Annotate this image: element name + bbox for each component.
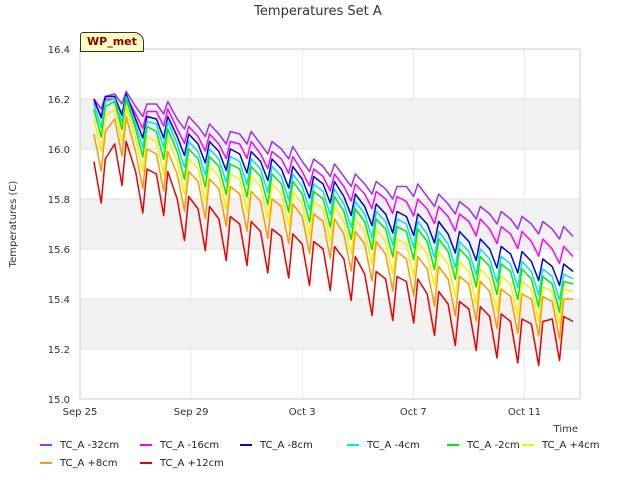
- legend-label: TC_A +12cm: [160, 457, 224, 469]
- legend-swatch: [522, 444, 534, 446]
- legend-swatch: [447, 444, 459, 446]
- y-tick-label: 16.0: [48, 145, 70, 156]
- legend-swatch: [40, 444, 52, 446]
- y-tick-label: 16.4: [48, 45, 70, 56]
- legend-item: TC_A +4cm: [522, 436, 600, 454]
- legend-item: TC_A -8cm: [240, 436, 313, 454]
- legend-swatch: [40, 462, 52, 464]
- legend-swatch: [140, 444, 152, 446]
- x-axis-ticks: Sep 25 Sep 29 Oct 3 Oct 7 Oct 11: [63, 407, 541, 418]
- station-badge: WP_met: [80, 32, 144, 52]
- y-tick-label: 15.6: [48, 245, 70, 256]
- x-tick-label: Sep 25: [63, 407, 98, 418]
- legend-item: TC_A -2cm: [447, 436, 520, 454]
- x-tick-label: Oct 7: [400, 407, 427, 418]
- series-line-4: [93, 95, 574, 301]
- x-tick-label: Oct 3: [289, 407, 316, 418]
- chart-legend: TC_A -32cm TC_A -16cm TC_A -8cm TC_A -4cm TC…: [40, 436, 630, 472]
- series-line-8: [93, 140, 574, 367]
- series-line-3: [93, 93, 574, 287]
- y-tick-label: 15.2: [48, 345, 70, 356]
- legend-swatch: [240, 444, 252, 446]
- legend-label: TC_A -16cm: [160, 439, 220, 451]
- series-line-5: [93, 98, 574, 313]
- series-line-6: [93, 105, 574, 325]
- y-tick-label: 16.2: [48, 95, 70, 106]
- y-tick-label: 15.0: [48, 395, 70, 406]
- legend-item: TC_A -16cm: [140, 436, 219, 454]
- legend-label: TC_A -4cm: [367, 439, 420, 451]
- legend-label: TC_A +4cm: [542, 439, 600, 451]
- legend-label: TC_A -32cm: [60, 439, 120, 451]
- chart-title: Temperatures Set A: [253, 4, 382, 19]
- series-line-2: [93, 95, 574, 265]
- x-axis-label: Time: [553, 424, 578, 435]
- legend-item: TC_A -4cm: [347, 436, 420, 454]
- legend-label: TC_A +8cm: [60, 457, 118, 469]
- legend-swatch: [140, 462, 152, 464]
- y-axis-label: Temperatures (C): [8, 181, 19, 269]
- y-tick-label: 15.8: [48, 195, 70, 206]
- x-tick-label: Sep 29: [174, 407, 209, 418]
- legend-row: TC_A -32cm TC_A -16cm TC_A -8cm TC_A -4cm TC…: [40, 436, 630, 454]
- plot-area: [79, 48, 581, 400]
- legend-row: TC_A +8cm TC_A +12cm: [40, 454, 630, 472]
- x-tick-label: Oct 11: [508, 407, 541, 418]
- legend-item: TC_A -32cm: [40, 436, 119, 454]
- legend-swatch: [347, 444, 359, 446]
- y-tick-label: 15.4: [48, 295, 70, 306]
- legend-label: TC_A -2cm: [467, 439, 520, 451]
- legend-label: TC_A -8cm: [260, 439, 313, 451]
- series-line-7: [93, 115, 574, 340]
- series-lines: [93, 90, 574, 367]
- series-line-1: [93, 90, 574, 240]
- legend-item: TC_A +12cm: [140, 454, 224, 472]
- legend-item: TC_A +8cm: [40, 454, 118, 472]
- grid-band: [80, 299, 580, 349]
- y-axis-ticks: 15.0 15.2 15.4 15.6 15.8 16.0 16.2 16.4: [48, 45, 70, 406]
